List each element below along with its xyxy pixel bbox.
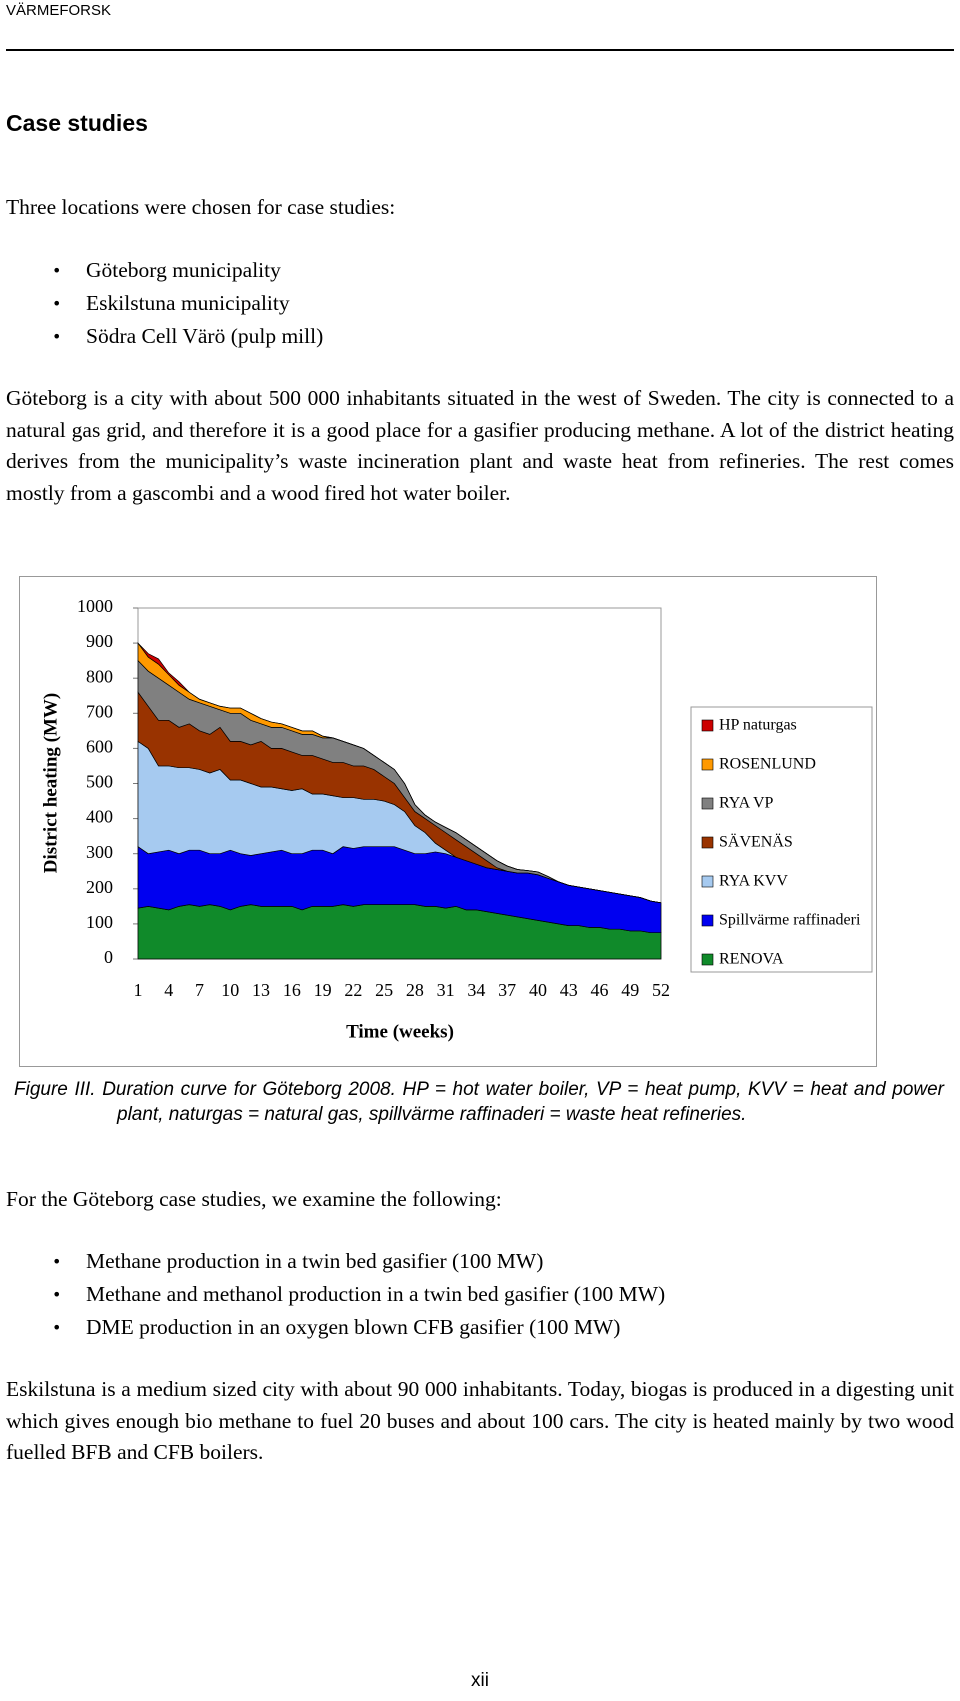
x-tick-label: 52 xyxy=(652,980,670,1000)
y-tick-label: 200 xyxy=(86,877,113,897)
figure-caption: Figure III. Duration curve for Göteborg … xyxy=(14,1079,944,1125)
list-item: Södra Cell Värö (pulp mill) xyxy=(6,320,906,353)
x-tick-label: 16 xyxy=(283,980,301,1000)
y-tick-label: 400 xyxy=(86,807,113,827)
paragraph: Eskilstuna is a medium sized city with a… xyxy=(6,1377,954,1464)
legend-label: ROSENLUND xyxy=(719,756,816,773)
y-tick-label: 900 xyxy=(86,631,113,651)
x-axis-title: Time (weeks) xyxy=(346,1021,454,1042)
x-tick-label: 49 xyxy=(621,980,639,1000)
legend-swatch xyxy=(701,875,714,888)
y-tick-label: 300 xyxy=(86,842,113,862)
y-tick-label: 800 xyxy=(86,666,113,686)
header-rule xyxy=(6,49,954,51)
x-tick-label: 25 xyxy=(375,980,393,1000)
list-item: Methane production in a twin bed gasifie… xyxy=(6,1245,906,1278)
legend-box xyxy=(690,706,873,973)
x-tick-label: 22 xyxy=(344,980,362,1000)
paragraph: Göteborg is a city with about 500 000 in… xyxy=(6,386,954,505)
legend-swatch xyxy=(701,719,714,732)
chart: Time (weeks) District heating (MW) 0 100 2… xyxy=(19,576,877,1067)
y-tick-label: 500 xyxy=(86,772,113,792)
x-tick-label: 37 xyxy=(498,980,516,1000)
x-tick-label: 40 xyxy=(529,980,547,1000)
list-item: Göteborg municipality xyxy=(6,254,906,287)
y-tick-label: 0 xyxy=(104,947,113,967)
y-tick-label: 700 xyxy=(86,701,113,721)
x-tick-label: 4 xyxy=(164,980,173,1000)
intro-text: For the Göteborg case studies, we examin… xyxy=(6,1187,502,1211)
header-title: VÄRMEFORSK xyxy=(6,2,112,19)
x-tick-label: 13 xyxy=(252,980,270,1000)
legend-label: HP naturgas xyxy=(719,717,797,734)
x-tick-label: 43 xyxy=(560,980,578,1000)
legend-label: Spillvärme raffinaderi xyxy=(719,912,861,929)
legend-swatch xyxy=(701,953,714,966)
y-axis-title: District heating (MW) xyxy=(40,693,61,873)
x-tick-label: 28 xyxy=(406,980,424,1000)
list-item: DME production in an oxygen blown CFB ga… xyxy=(6,1311,906,1344)
location-list: Göteborg municipality Eskilstuna municip… xyxy=(6,254,906,353)
legend-swatch xyxy=(701,914,714,927)
x-tick-label: 46 xyxy=(590,980,608,1000)
legend-label: RYA KVV xyxy=(719,873,788,890)
y-tick-label: 100 xyxy=(86,912,113,932)
list-item: Methane and methanol production in a twi… xyxy=(6,1278,906,1311)
x-tick-label: 19 xyxy=(314,980,332,1000)
intro-text: Three locations were chosen for case stu… xyxy=(6,195,396,219)
legend-swatch xyxy=(701,797,714,810)
x-tick-label: 1 xyxy=(134,980,143,1000)
legend-label: SÄVENÄS xyxy=(719,833,793,851)
list-item: Eskilstuna municipality xyxy=(6,287,906,320)
page-number: xii xyxy=(471,1670,489,1691)
x-tick-label: 7 xyxy=(195,980,204,1000)
legend-label: RYA VP xyxy=(719,795,774,812)
legend-swatch xyxy=(701,836,714,849)
x-tick-label: 34 xyxy=(467,980,485,1000)
case-list: Methane production in a twin bed gasifie… xyxy=(6,1245,906,1344)
y-tick-label: 1000 xyxy=(77,596,113,616)
x-tick-label: 31 xyxy=(437,980,455,1000)
y-tick-label: 600 xyxy=(86,737,113,757)
section-heading: Case studies xyxy=(6,110,148,136)
legend-swatch xyxy=(701,758,714,771)
legend-label: RENOVA xyxy=(719,951,784,968)
x-tick-label: 10 xyxy=(221,980,239,1000)
